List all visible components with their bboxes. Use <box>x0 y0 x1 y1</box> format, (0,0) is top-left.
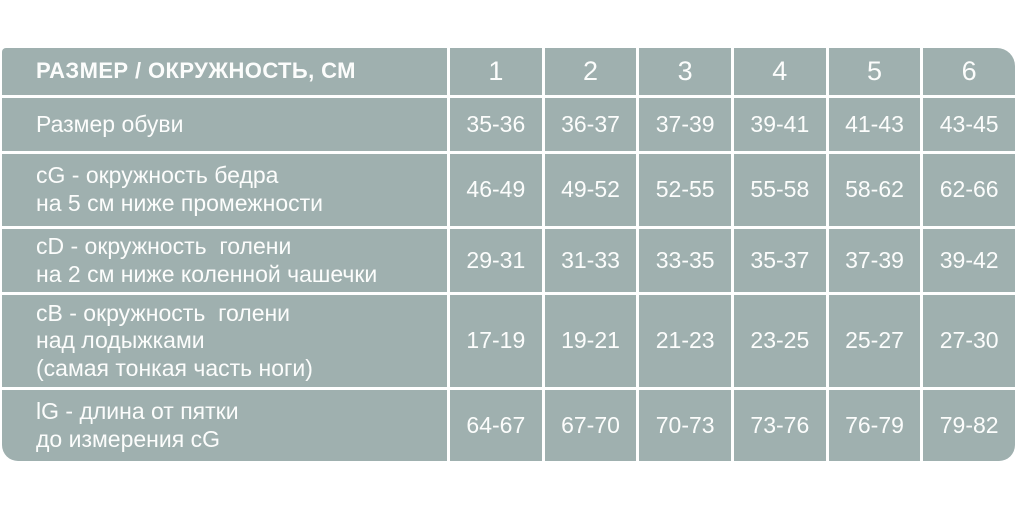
column-header-3: 3 <box>639 48 731 95</box>
cell-value: 39-41 <box>733 98 826 151</box>
cell-value: 37-39 <box>828 229 921 292</box>
cell-value: 21-23 <box>639 295 731 387</box>
table-title: РАЗМЕР / ОКРУЖНОСТЬ, СМ <box>2 48 447 95</box>
cell-value: 49-52 <box>544 154 637 226</box>
cell-value: 23-25 <box>733 295 826 387</box>
row-label-shoe-size: Размер обуви <box>2 98 447 151</box>
cell-value: 19-21 <box>544 295 637 387</box>
column-header-4: 4 <box>733 48 826 95</box>
row-label-cb-ankle: cB - окружность голени над лодыжками (са… <box>2 295 447 387</box>
cell-value: 52-55 <box>639 154 731 226</box>
column-header-5: 5 <box>828 48 921 95</box>
cell-value: 35-36 <box>450 98 542 151</box>
column-header-1: 1 <box>450 48 542 95</box>
cell-value: 33-35 <box>639 229 731 292</box>
cell-value: 70-73 <box>639 390 731 461</box>
cell-value: 79-82 <box>923 390 1015 461</box>
cell-value: 55-58 <box>733 154 826 226</box>
table-grid: РАЗМЕР / ОКРУЖНОСТЬ, СМ 1 2 3 4 5 6 Разм… <box>2 48 1015 461</box>
cell-value: 36-37 <box>544 98 637 151</box>
cell-value: 29-31 <box>450 229 542 292</box>
cell-value: 39-42 <box>923 229 1015 292</box>
row-label-cd-calf: cD - окружность голени на 2 см ниже коле… <box>2 229 447 292</box>
cell-value: 35-37 <box>733 229 826 292</box>
cell-value: 31-33 <box>544 229 637 292</box>
row-label-lg-length: lG - длина от пятки до измерения cG <box>2 390 447 461</box>
cell-value: 41-43 <box>828 98 921 151</box>
cell-value: 67-70 <box>544 390 637 461</box>
cell-value: 58-62 <box>828 154 921 226</box>
cell-value: 62-66 <box>923 154 1015 226</box>
size-chart-table: РАЗМЕР / ОКРУЖНОСТЬ, СМ 1 2 3 4 5 6 Разм… <box>2 48 1015 461</box>
cell-value: 27-30 <box>923 295 1015 387</box>
column-header-2: 2 <box>544 48 637 95</box>
cell-value: 37-39 <box>639 98 731 151</box>
column-header-6: 6 <box>923 48 1015 95</box>
cell-value: 76-79 <box>828 390 921 461</box>
cell-value: 46-49 <box>450 154 542 226</box>
cell-value: 73-76 <box>733 390 826 461</box>
cell-value: 25-27 <box>828 295 921 387</box>
cell-value: 17-19 <box>450 295 542 387</box>
cell-value: 43-45 <box>923 98 1015 151</box>
cell-value: 64-67 <box>450 390 542 461</box>
row-label-cg-thigh: cG - окружность бедра на 5 см ниже проме… <box>2 154 447 226</box>
